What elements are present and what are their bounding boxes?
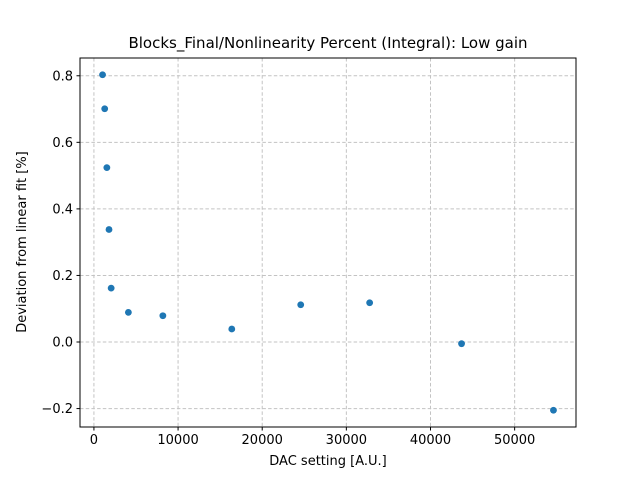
- chart-title: Blocks_Final/Nonlinearity Percent (Integ…: [128, 34, 527, 53]
- data-point: [228, 325, 236, 333]
- data-point: [103, 164, 111, 172]
- data-point: [105, 226, 113, 233]
- x-tick-label: 30000: [326, 433, 367, 448]
- data-point: [101, 105, 109, 113]
- x-tick-label: 20000: [242, 433, 283, 448]
- data-point: [550, 406, 557, 414]
- data-point: [124, 308, 132, 316]
- data-point: [99, 71, 106, 79]
- y-tick-label: 0.4: [52, 202, 73, 217]
- data-point: [107, 284, 115, 292]
- y-axis-label: Deviation from linear fit [%]: [15, 151, 30, 333]
- x-axis-label: DAC setting [A.U.]: [269, 454, 386, 469]
- y-tick-label: −0.2: [41, 402, 73, 417]
- x-tick-label: 10000: [157, 433, 198, 448]
- data-point: [366, 299, 374, 307]
- data-point: [297, 301, 305, 309]
- x-tick-label: 0: [90, 433, 98, 448]
- data-point: [458, 340, 465, 348]
- x-tick-label: 50000: [494, 433, 535, 448]
- y-tick-label: 0.8: [52, 69, 73, 84]
- data-point: [159, 312, 167, 320]
- x-tick-label: 40000: [410, 433, 451, 448]
- y-tick-label: 0.6: [52, 136, 73, 151]
- y-tick-label: 0.0: [52, 336, 73, 351]
- plot-border: [79, 57, 577, 428]
- y-tick-label: 0.2: [52, 269, 73, 284]
